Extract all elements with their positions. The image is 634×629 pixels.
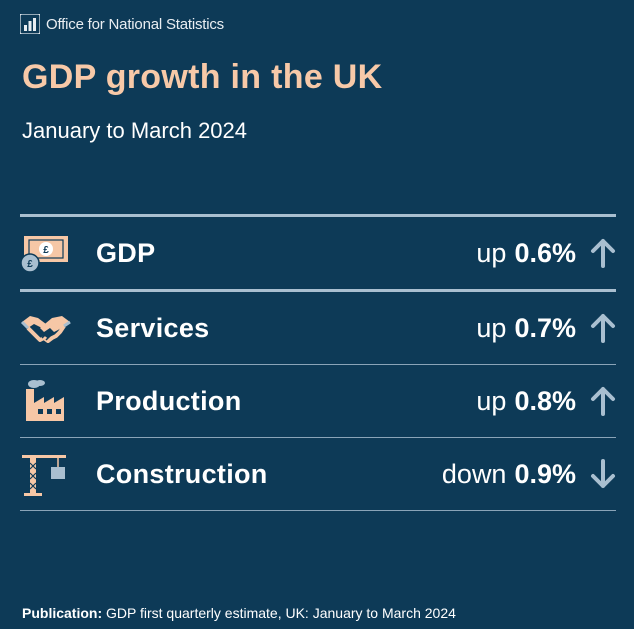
divider — [20, 364, 616, 365]
row-services: Services up 0.7% — [20, 292, 616, 364]
row-value: up 0.6% — [476, 238, 616, 269]
ons-bars-logo-icon — [20, 14, 40, 34]
gdp-table: £ £ GDP up 0.6% Services — [20, 214, 616, 511]
row-label: Construction — [96, 458, 268, 489]
arrow-up-icon — [591, 239, 615, 268]
divider — [20, 214, 616, 217]
factory-icon — [26, 380, 64, 421]
row-value: up 0.8% — [476, 386, 616, 417]
arrow-up-icon — [591, 387, 615, 416]
svg-text:£: £ — [43, 245, 49, 256]
divider — [20, 437, 616, 438]
percent-value: 0.9% — [514, 458, 576, 489]
footer-text: GDP first quarterly estimate, UK: Januar… — [102, 605, 456, 621]
ons-logo: Office for National Statistics — [20, 14, 224, 34]
divider — [20, 510, 616, 511]
publication-footer: Publication: GDP first quarterly estimat… — [22, 605, 456, 621]
row-value: up 0.7% — [476, 313, 616, 344]
direction-text: up — [476, 312, 507, 343]
divider — [20, 289, 616, 292]
percent-value: 0.8% — [514, 385, 576, 416]
percent-value: 0.6% — [514, 237, 576, 268]
row-value: down 0.9% — [442, 459, 616, 490]
arrow-down-icon — [591, 459, 615, 488]
row-label: Services — [96, 312, 210, 343]
direction-text: up — [476, 385, 507, 416]
crane-icon — [22, 455, 66, 496]
direction-text: down — [441, 458, 507, 489]
percent-value: 0.7% — [514, 312, 576, 343]
banknote-coin-icon: £ £ — [20, 236, 68, 273]
row-gdp: £ £ GDP up 0.6% — [20, 217, 616, 289]
org-name: Office for National Statistics — [46, 15, 224, 33]
page-title: GDP growth in the UK — [22, 58, 383, 96]
row-production: Production up 0.8% — [20, 365, 616, 437]
page-subtitle: January to March 2024 — [22, 118, 248, 143]
direction-text: up — [476, 237, 507, 268]
svg-text:£: £ — [27, 259, 33, 270]
arrow-up-icon — [591, 314, 615, 343]
row-label: Production — [96, 385, 242, 416]
row-label: GDP — [96, 237, 156, 268]
handshake-icon — [20, 316, 71, 343]
footer-label: Publication: — [22, 605, 103, 621]
row-construction: Construction down 0.9% — [20, 438, 616, 510]
